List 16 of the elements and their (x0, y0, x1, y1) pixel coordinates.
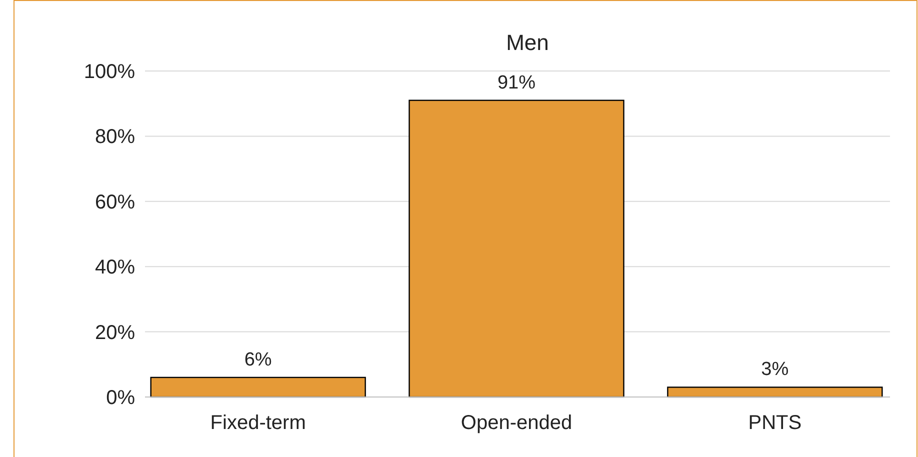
y-tick-label: 80% (94, 126, 136, 148)
bar (150, 376, 366, 398)
data-label: 91% (497, 72, 536, 94)
data-label: 6% (244, 349, 272, 370)
bar (408, 100, 624, 398)
x-tick-label: PNTS (748, 412, 802, 434)
y-tick-label: 20% (94, 322, 136, 344)
x-tick-label: Open-ended (460, 412, 572, 434)
x-tick-label: Fixed-term (210, 412, 306, 434)
bar (667, 386, 883, 398)
data-label: 3% (761, 359, 789, 380)
chart-title: Men (506, 30, 549, 55)
y-tick-label: 40% (94, 256, 136, 279)
y-tick-label: 60% (94, 191, 136, 214)
y-tick-label: 0% (106, 387, 136, 409)
y-tick-label: 100% (84, 61, 136, 83)
